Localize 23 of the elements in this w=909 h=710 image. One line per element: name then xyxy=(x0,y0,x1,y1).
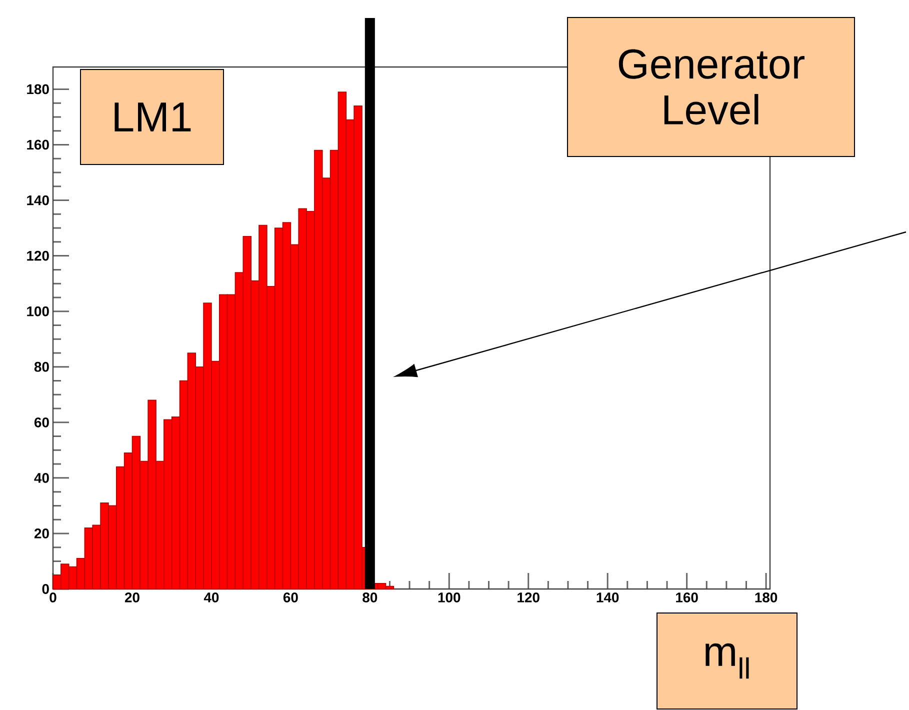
x-tick-label: 100 xyxy=(438,592,460,602)
x-tick-label: 80 xyxy=(362,592,378,602)
y-tick-label: 180 xyxy=(27,84,49,94)
y-tick-label: 140 xyxy=(27,195,49,206)
annotation: Generator Level xyxy=(618,49,804,125)
annotation: LM1 xyxy=(114,102,191,132)
x-tick-label: 160 xyxy=(676,592,698,602)
y-tick-label: 40 xyxy=(34,472,49,483)
y-tick-label: 160 xyxy=(27,140,49,150)
y-tick-label: 80 xyxy=(34,362,49,372)
y-tick-label: 60 xyxy=(34,417,49,428)
x-tick-label: 140 xyxy=(596,592,619,602)
x-tick-label: 180 xyxy=(755,592,778,602)
y-tick-label: 100 xyxy=(27,306,49,316)
x-tick-label: 0 xyxy=(50,592,56,602)
y-tick-label: 0 xyxy=(42,584,49,594)
x-axis-title: m$_{ll}$ xyxy=(706,643,749,679)
x-tick-label: 20 xyxy=(124,592,140,602)
y-tick-label: 120 xyxy=(27,250,49,261)
x-tick-label: 120 xyxy=(518,592,540,602)
y-tick-label: 20 xyxy=(34,528,49,538)
x-tick-label: 60 xyxy=(283,592,298,602)
x-tick-label: 40 xyxy=(204,592,219,602)
